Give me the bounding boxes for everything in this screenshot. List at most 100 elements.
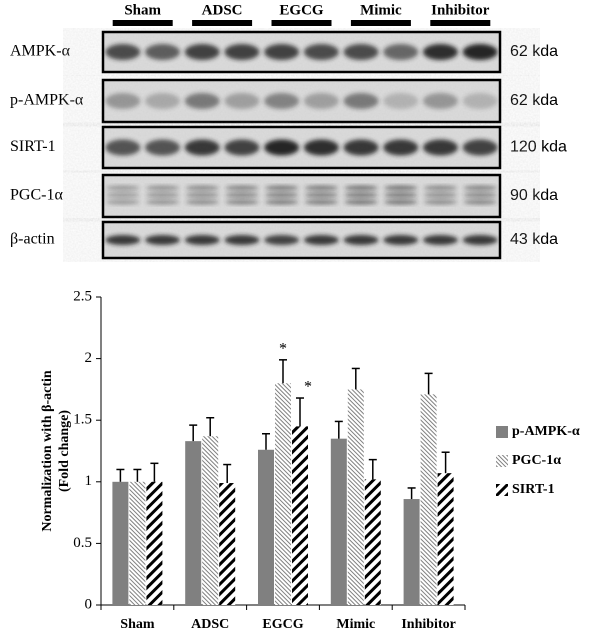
row-label: β-actin	[10, 231, 55, 248]
blot-band	[343, 93, 379, 109]
error-bar	[424, 372, 433, 395]
y-tick-label: 0	[85, 596, 93, 612]
x-tick-label: ADSC	[191, 617, 229, 632]
blot-frame	[101, 30, 502, 74]
blot-band	[145, 199, 180, 205]
y-tick-label: 2	[85, 350, 93, 366]
bar	[364, 479, 381, 605]
error-bar	[150, 462, 159, 482]
blot-band	[463, 185, 497, 191]
blot-band	[106, 185, 140, 191]
row-size: 90 kda	[510, 187, 558, 204]
blot-band	[422, 235, 458, 245]
error-bar	[296, 397, 304, 427]
blot-band	[224, 139, 260, 156]
bar	[420, 394, 437, 605]
blot-band	[422, 93, 458, 109]
legend-label: p-AMPK-α	[512, 424, 580, 439]
blot-band	[105, 44, 141, 60]
blot-band	[264, 199, 299, 205]
blot-band	[463, 199, 497, 205]
blot-band	[106, 199, 140, 205]
error-bar	[441, 451, 450, 474]
error-bar	[116, 468, 125, 482]
blot-frame	[101, 220, 502, 260]
legend-label: SIRT-1	[512, 482, 555, 497]
blot-band	[185, 192, 219, 198]
group-bar	[271, 20, 332, 26]
blot-band	[184, 235, 220, 245]
blot-band	[303, 44, 339, 60]
y-tick-label: 1	[85, 473, 93, 489]
blot-band	[184, 44, 220, 60]
blot-band	[225, 185, 259, 191]
blot-band	[105, 93, 141, 109]
blot-band	[423, 185, 458, 191]
y-axis-label-line: Normalization with β-actin	[40, 370, 55, 532]
y-tick-label: 2.5	[73, 288, 92, 304]
blot-band	[383, 93, 419, 109]
blot-band	[225, 192, 259, 198]
blot-band	[303, 139, 339, 156]
bar	[219, 483, 236, 605]
error-bar	[368, 458, 377, 480]
group-label: Sham	[124, 2, 161, 18]
blot-band	[224, 235, 260, 245]
blot-band	[145, 235, 181, 245]
blot-band	[105, 235, 141, 245]
annotation: *	[304, 379, 312, 396]
legend-label: PGC-1α	[512, 453, 561, 468]
blot-band	[185, 199, 219, 205]
bar	[403, 499, 420, 605]
error-bar	[133, 468, 142, 482]
error-bar	[351, 367, 360, 390]
y-tick-label: 0.5	[73, 535, 92, 551]
bar	[275, 383, 291, 605]
blot-band	[105, 139, 141, 156]
row-label: PGC-1α	[10, 187, 63, 204]
bar	[437, 473, 454, 605]
bar	[347, 389, 364, 605]
error-bar	[223, 463, 232, 484]
group-label: Mimic	[360, 2, 402, 18]
blot-band	[145, 185, 180, 191]
bar	[330, 438, 347, 605]
bar	[146, 481, 163, 605]
group-bar	[350, 20, 411, 26]
blot-band	[304, 185, 339, 191]
error-bar	[206, 416, 215, 437]
y-tick-label: 1.5	[73, 412, 92, 428]
blot-band	[383, 235, 419, 245]
error-bar	[334, 420, 343, 439]
blot-band	[423, 199, 458, 205]
group-label: EGCG	[279, 2, 324, 18]
blot-band	[384, 185, 418, 191]
group-bar	[192, 20, 253, 26]
blot-band	[264, 235, 300, 245]
group-bar	[430, 20, 491, 26]
blot-band	[264, 185, 299, 191]
legend-swatch	[496, 484, 508, 496]
blot-band	[304, 192, 339, 198]
row-label: AMPK-α	[10, 43, 71, 60]
group-label: ADSC	[202, 2, 243, 18]
blot-band	[422, 44, 458, 60]
blot-band	[343, 139, 379, 156]
error-bar	[262, 433, 270, 450]
blot-band	[462, 44, 498, 60]
bar	[292, 426, 308, 605]
row-label: SIRT-1	[10, 138, 56, 155]
blot-band	[344, 185, 378, 191]
blot-band	[303, 235, 339, 245]
blot-band	[145, 139, 181, 156]
blot-band	[462, 235, 498, 245]
blot-band	[264, 93, 300, 109]
bar	[258, 449, 274, 605]
blot-band	[462, 93, 498, 109]
blot-band	[106, 192, 140, 198]
blot-band	[304, 199, 339, 205]
error-bar	[279, 359, 287, 384]
x-tick-label: Mimic	[336, 617, 375, 632]
row-size: 62 kda	[510, 43, 558, 60]
